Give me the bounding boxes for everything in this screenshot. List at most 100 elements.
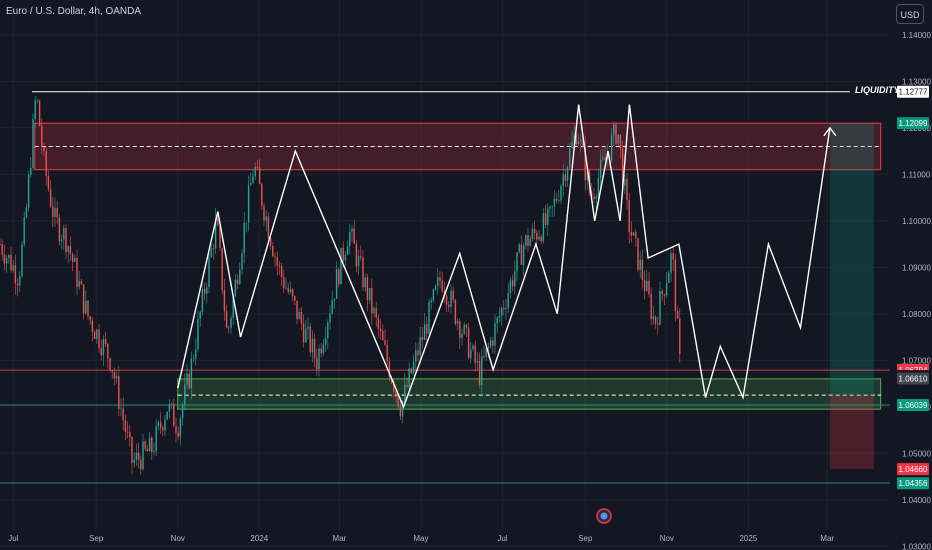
candle-body [80,280,83,285]
candle-body [274,256,276,258]
candle-body [5,258,8,264]
candle-body [102,339,105,356]
candle-body [287,287,289,292]
candle-body [553,198,556,207]
candle-body [188,373,190,389]
candle-body [327,322,329,339]
candle-body [316,357,318,370]
candle-body [223,290,226,312]
candle-body [111,370,113,372]
projection-arrow-head [823,126,837,137]
candle-body [12,265,14,271]
candle-body [104,339,107,344]
candle-body [450,290,452,307]
candle-body [166,411,168,420]
candle-body [164,419,166,431]
candle-body [54,208,56,217]
candle-body [617,134,619,144]
candle-body [659,290,661,325]
candle-body [463,324,465,334]
candle-body [492,340,494,346]
candle-body [133,459,135,463]
x-tick-label: Sep [89,534,104,543]
candle-body [177,432,179,437]
candle-body [346,246,349,255]
candle-body [10,254,12,271]
candle-body [643,279,646,291]
candle-body [107,343,109,359]
candle-body [417,350,419,356]
candle-body [333,298,336,301]
candle-body [371,288,373,314]
candle-body [19,276,21,286]
candle-body [118,376,120,409]
candle-body [67,246,69,252]
candle-body [190,358,193,389]
currency-button[interactable]: USD [896,4,924,24]
candle-body [547,208,549,225]
candle-body [342,247,344,261]
candle-body [498,316,501,318]
candle-body [520,244,523,265]
candle-body [96,329,98,339]
candle-body [575,134,578,144]
candle-body [661,290,663,295]
candle-body [225,311,228,328]
x-tick-label: Jul [497,534,507,543]
demand-zone [177,378,882,410]
candle-body [386,344,388,362]
candle-body [100,348,102,356]
x-tick-label: May [413,534,428,543]
candle-body [637,238,639,270]
candle-body [60,239,63,242]
candle-body [423,324,426,340]
candle-body [624,178,626,186]
candle-body [186,373,188,385]
candle-body [234,279,237,297]
candle-body [472,345,474,350]
candle-body [582,139,584,148]
candle-body [621,148,624,186]
candle-body [170,403,173,405]
candle-body [639,259,641,270]
price-label: 1.06610 [899,374,928,383]
candle-body [93,332,96,339]
candle-body [294,296,296,301]
candle-body [540,236,542,242]
candle-body [276,257,278,266]
candle-body [514,271,516,287]
candle-body [192,358,195,360]
candle-body [65,228,67,252]
candle-body [408,368,410,387]
candle-body [646,280,648,291]
candle-body [430,300,432,303]
candle-body [212,248,215,249]
candle-body [263,205,265,221]
candle-body [355,243,358,267]
price-label: 1.12777 [899,88,928,97]
candle-body [397,394,399,407]
candle-body [560,186,562,201]
candle-body [452,290,454,301]
candle-body [507,292,509,308]
x-tick-label: Mar [333,534,347,543]
candle-body [30,167,32,175]
candle-body [137,452,140,460]
candle-body [236,279,239,284]
candle-body [615,124,617,144]
candle-body [261,184,263,206]
candle-body [52,206,54,217]
candle-body [399,406,402,417]
candle-body [214,218,217,249]
candle-body [206,286,208,294]
candle-body [474,345,476,363]
candle-body [324,338,327,345]
candle-body [626,178,628,201]
candle-body [527,235,529,247]
price-label: 1.06039 [899,401,928,410]
candle-body [461,333,463,338]
candle-body [131,436,133,463]
candle-body [221,248,223,291]
candle-body [3,255,6,264]
